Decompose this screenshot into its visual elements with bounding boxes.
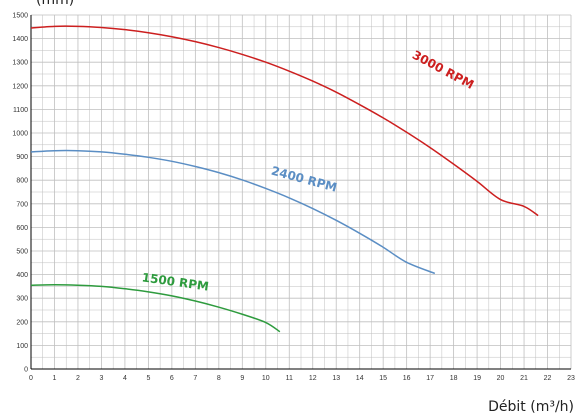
y-tick-label: 0: [24, 367, 28, 374]
y-tick-label: 1400: [12, 36, 28, 43]
y-tick-label: 500: [16, 249, 28, 256]
x-tick-label: 4: [123, 375, 127, 382]
x-tick-label: 6: [170, 375, 174, 382]
series-label-1500-rpm: 1500 RPM: [141, 270, 210, 293]
x-tick-labels: 0 1 2 3 4 5 6 7 8 9 10 11 12 13 14 15 16 17 18 19 20 21 22 23: [29, 375, 575, 382]
x-tick-label: 22: [544, 375, 552, 382]
x-tick-label: 11: [286, 375, 293, 382]
y-tick-label: 1500: [12, 13, 28, 20]
y-tick-label: 300: [16, 296, 28, 303]
x-tick-label: 13: [332, 375, 340, 382]
y-tick-label: 1000: [12, 131, 28, 138]
x-tick-label: 8: [217, 375, 221, 382]
y-tick-label: 1100: [13, 107, 28, 114]
x-tick-label: 5: [146, 375, 150, 382]
x-tick-label: 14: [356, 375, 364, 382]
x-tick-label: 17: [426, 375, 434, 382]
y-tick-labels: 0 100 200 300 400 500 600 700 800 900 1000 1100 1200…: [12, 13, 28, 374]
y-tick-label: 700: [16, 201, 28, 208]
series-lines: [30, 25, 539, 333]
series-line-2400-rpm: [30, 149, 436, 275]
x-tick-label: 3: [99, 375, 103, 382]
series-label-3000-rpm: 3000 RPM: [410, 48, 476, 92]
x-tick-label: 21: [520, 375, 528, 382]
x-tick-label: 12: [309, 375, 317, 382]
x-tick-label: 1: [53, 375, 57, 382]
gridlines: [30, 14, 572, 370]
y-tick-label: 400: [16, 272, 28, 279]
y-tick-label: 100: [16, 343, 28, 350]
x-tick-label: 0: [29, 375, 33, 382]
x-tick-label: 9: [240, 375, 244, 382]
x-tick-label: 2: [76, 375, 80, 382]
series-line-1500-rpm: [30, 283, 281, 333]
series-line-3000-rpm: [30, 25, 539, 217]
x-tick-label: 10: [262, 375, 270, 382]
y-tick-label: 1300: [12, 60, 28, 67]
y-tick-label: 800: [16, 178, 28, 185]
x-tick-label: 23: [567, 375, 575, 382]
x-axis-label: Débit (m³/h): [488, 399, 574, 415]
y-tick-label: 200: [16, 319, 28, 326]
y-tick-label: 1200: [12, 83, 28, 90]
x-tick-label: 20: [497, 375, 505, 382]
x-tick-label: 7: [193, 375, 197, 382]
x-tick-label: 19: [473, 375, 481, 382]
x-tick-label: 18: [450, 375, 458, 382]
y-tick-label: 600: [16, 225, 28, 232]
top-axis-fragment: (mm): [36, 0, 74, 8]
y-tick-label: 900: [16, 154, 28, 161]
x-tick-label: 15: [379, 375, 387, 382]
x-tick-label: 16: [403, 375, 411, 382]
axes: [30, 15, 571, 370]
